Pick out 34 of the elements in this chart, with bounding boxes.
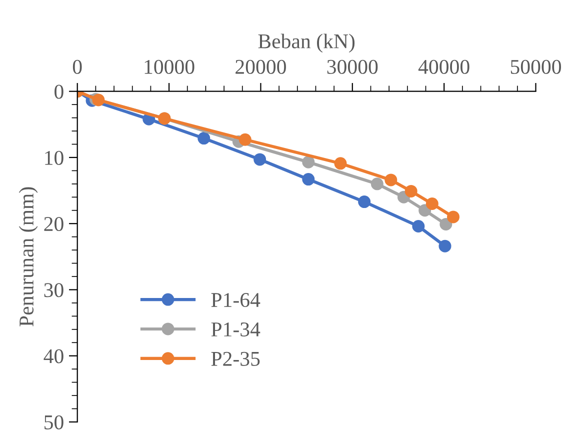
point <box>92 94 105 106</box>
point <box>426 198 438 210</box>
point <box>302 156 315 168</box>
point <box>404 184 418 198</box>
point <box>334 157 347 170</box>
x-tick-label: 10000 <box>144 60 194 74</box>
point <box>358 196 371 208</box>
y-tick-label: 0 <box>54 84 64 99</box>
point <box>198 132 210 145</box>
y-tick-label: 50 <box>44 415 64 430</box>
point <box>370 178 384 190</box>
point <box>440 218 452 230</box>
x-axis-title: Beban (kN) <box>258 34 355 53</box>
x-tick-label: 30000 <box>327 60 378 74</box>
point <box>238 133 252 146</box>
point <box>446 210 460 224</box>
legend-label: P1-64 <box>211 293 260 308</box>
y-tick-label: 30 <box>44 283 64 298</box>
point <box>438 240 452 252</box>
point <box>418 204 432 217</box>
y-tick-label: 20 <box>44 216 64 232</box>
legend-label: P1-34 <box>211 322 260 336</box>
point <box>254 153 266 166</box>
y-axis-title: Penurunan (mm) <box>18 187 38 326</box>
point <box>384 174 398 186</box>
legend-label: P2-35 <box>211 352 260 366</box>
point <box>302 173 315 186</box>
y-tick-label: 10 <box>45 150 64 165</box>
x-tick-label: 20000 <box>236 60 286 74</box>
x-tick-label: 0 <box>72 60 82 74</box>
x-tick-label: 50000 <box>510 60 561 74</box>
y-tick-label: 40 <box>44 349 64 364</box>
point <box>412 220 425 232</box>
x-tick-label: 40000 <box>418 60 470 74</box>
